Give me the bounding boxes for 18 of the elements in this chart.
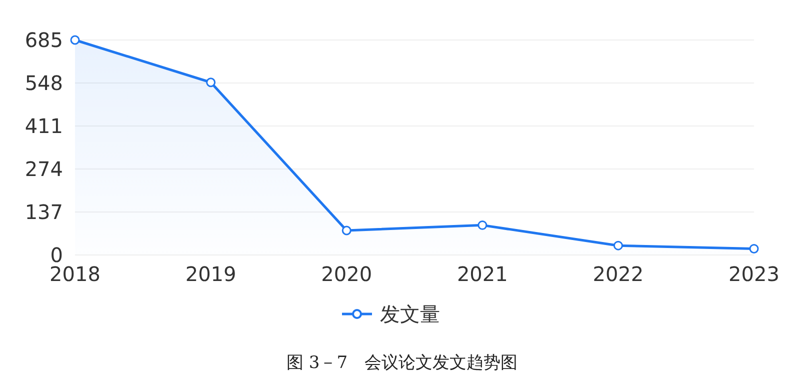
y-tick-label: 274	[24, 157, 63, 181]
y-tick-label: 548	[24, 71, 63, 95]
legend-label: 发文量	[380, 302, 440, 326]
point	[749, 244, 759, 254]
x-tick-label: 2020	[321, 262, 372, 286]
x-tick-label: 2019	[185, 262, 236, 286]
point	[613, 240, 623, 250]
point	[206, 78, 216, 88]
y-tick-label: 137	[24, 200, 63, 224]
point	[342, 226, 352, 236]
caption: 图 3－7 会议论文发文趋势图	[286, 353, 518, 373]
point	[478, 220, 488, 230]
point	[70, 35, 80, 45]
x-tick-label: 2021	[456, 262, 508, 286]
x-tick-label: 2023	[728, 262, 780, 286]
x-tick-label: 2022	[592, 262, 644, 286]
y-tick-label: 411	[24, 114, 63, 138]
y-tick-label: 685	[24, 28, 63, 52]
